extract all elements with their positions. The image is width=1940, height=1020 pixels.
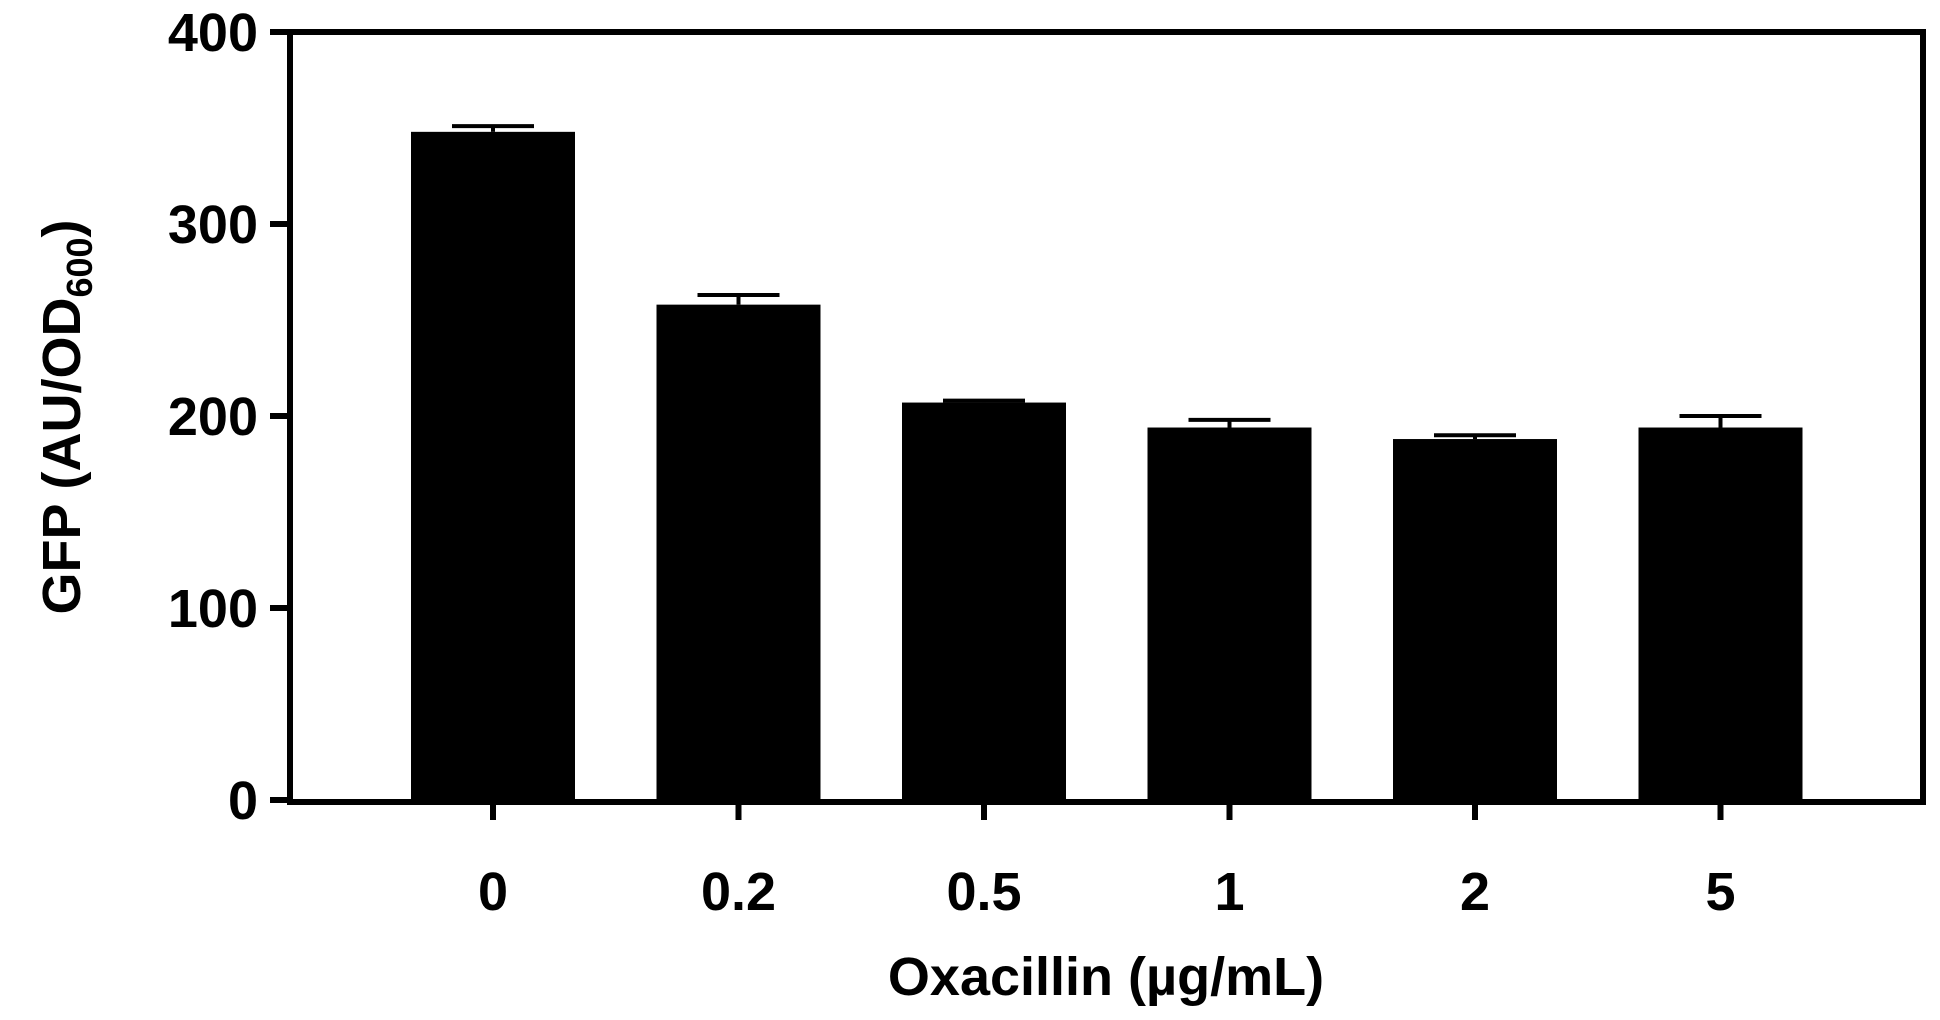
x-tick-label: 0.5: [946, 862, 1021, 922]
x-tick-label: 0.2: [701, 862, 776, 922]
y-tick-label: 200: [168, 387, 258, 447]
bar: [656, 304, 821, 800]
y-axis-title-main: GFP (AU/OD: [32, 298, 92, 615]
x-tick-label: 5: [1705, 862, 1735, 922]
bars-group: [411, 131, 1803, 801]
y-axis-title-end: ): [32, 219, 92, 237]
x-tick-label: 1: [1214, 862, 1244, 922]
x-axis-ticks: 0 0.2 0.5 1 2 5: [478, 802, 1736, 922]
y-axis-title: GFP (AU/OD600): [32, 219, 100, 614]
y-tick-label: 100: [168, 579, 258, 639]
bar: [1147, 427, 1312, 800]
bar: [902, 402, 1066, 800]
y-tick-label: 0: [228, 771, 258, 831]
error-bars-group: [452, 124, 1762, 440]
x-tick-label: 2: [1460, 862, 1490, 922]
y-axis-title-subscript: 600: [59, 237, 100, 297]
y-axis-ticks: 0 100 200 300 400: [168, 3, 290, 831]
y-tick-label: 400: [168, 3, 258, 63]
x-tick-label: 0: [478, 862, 508, 922]
x-axis-title: Oxacillin (µg/mL): [888, 947, 1324, 1007]
bar: [1638, 427, 1803, 800]
bar: [1393, 439, 1557, 800]
bar: [411, 131, 575, 801]
y-tick-label: 300: [168, 195, 258, 255]
